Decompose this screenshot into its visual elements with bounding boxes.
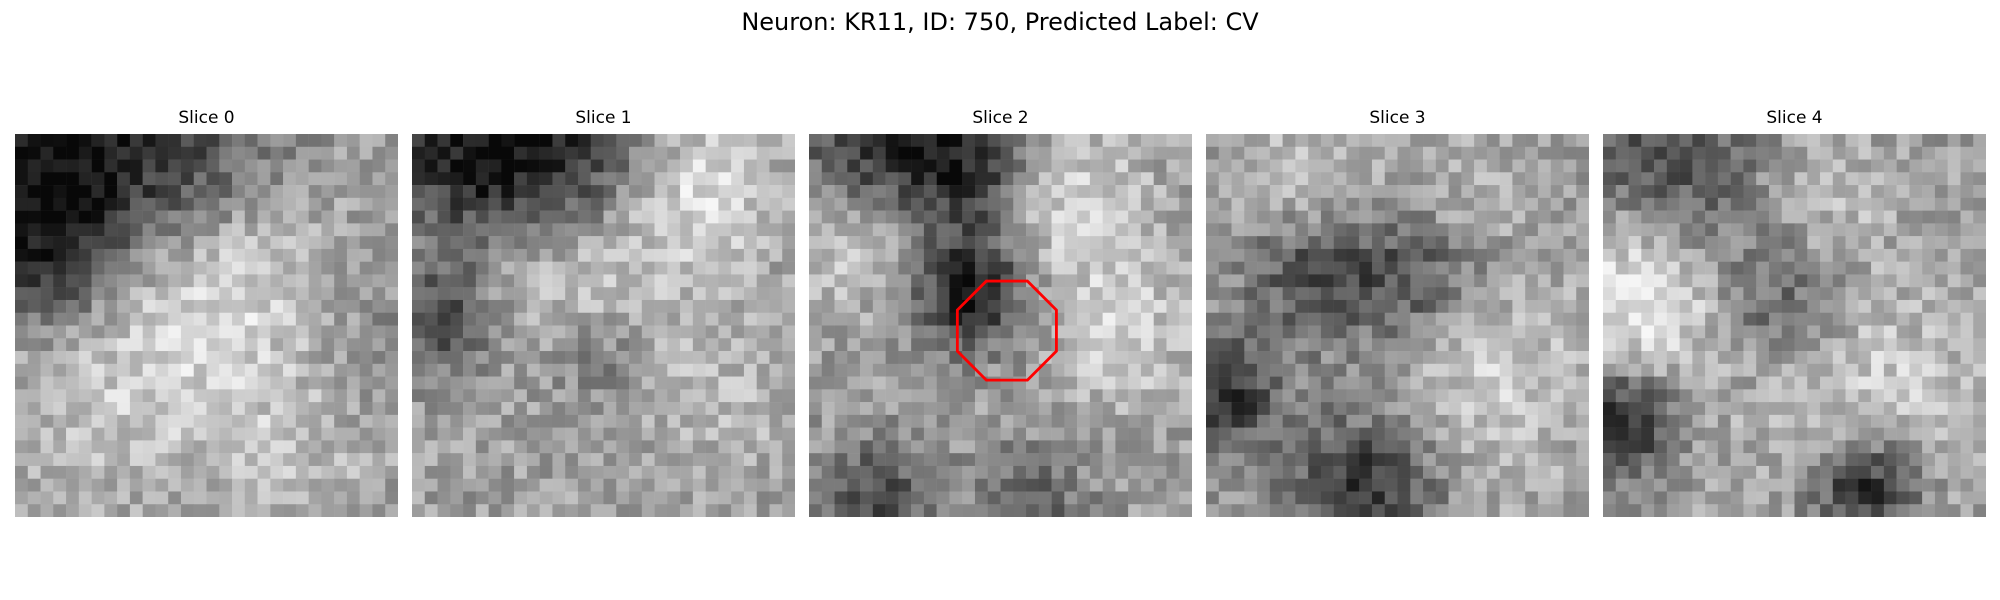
roi-octagon bbox=[955, 279, 1058, 382]
slice-3-image bbox=[1206, 134, 1589, 517]
slice-2-title: Slice 2 bbox=[972, 108, 1029, 128]
slice-3-pixels bbox=[1206, 134, 1589, 517]
slice-0-pixels bbox=[15, 134, 398, 517]
slice-4-title: Slice 4 bbox=[1766, 108, 1823, 128]
slice-1-image bbox=[412, 134, 795, 517]
slice-4-image bbox=[1603, 134, 1986, 517]
slice-4-pixels bbox=[1603, 134, 1986, 517]
slice-2-image bbox=[809, 134, 1192, 517]
figure-title: Neuron: KR11, ID: 750, Predicted Label: … bbox=[741, 8, 1259, 36]
slice-0-image bbox=[15, 134, 398, 517]
slice-1-title: Slice 1 bbox=[575, 108, 632, 128]
slice-3-title: Slice 3 bbox=[1369, 108, 1426, 128]
slice-0-title: Slice 0 bbox=[178, 108, 235, 128]
slice-1-pixels bbox=[412, 134, 795, 517]
slice-2-pixels bbox=[809, 134, 1192, 517]
